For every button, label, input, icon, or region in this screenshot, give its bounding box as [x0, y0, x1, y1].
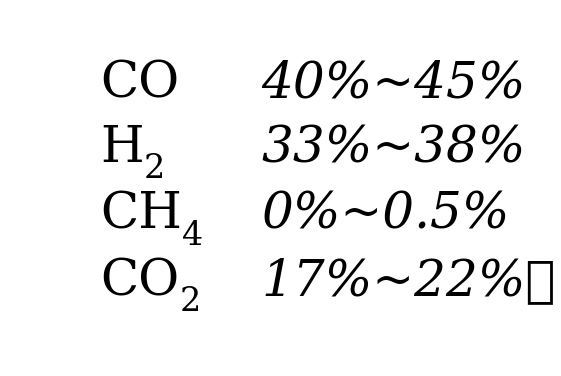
- Text: CO: CO: [100, 257, 180, 306]
- Text: 40%~45%: 40%~45%: [261, 59, 526, 108]
- Text: 2: 2: [180, 287, 201, 318]
- Text: 4: 4: [182, 220, 204, 252]
- Text: H: H: [100, 124, 144, 173]
- Text: 17%~22%。: 17%~22%。: [261, 257, 556, 306]
- Text: 2: 2: [144, 153, 165, 185]
- Text: CH: CH: [100, 191, 182, 240]
- Text: 33%~38%: 33%~38%: [261, 124, 526, 173]
- Text: CO: CO: [100, 59, 180, 108]
- Text: 0%~0.5%: 0%~0.5%: [261, 191, 510, 240]
